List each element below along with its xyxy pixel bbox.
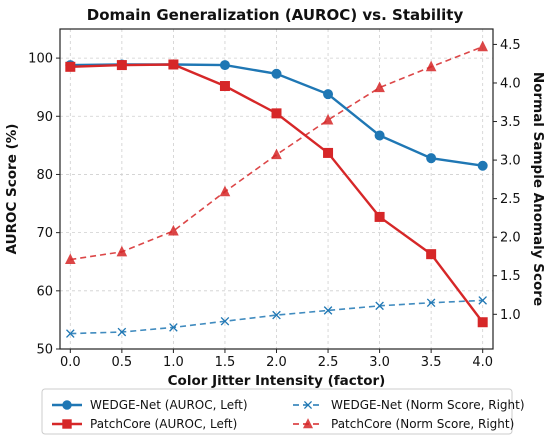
data-point [477, 317, 488, 328]
y-tick-label-left: 80 [36, 168, 53, 183]
y-tick-label-right: 1.0 [500, 308, 521, 323]
data-point [116, 245, 128, 257]
data-point [426, 249, 437, 260]
legend-label: WEDGE-Net (Norm Score, Right) [331, 398, 525, 412]
y-tick-label-left: 70 [36, 226, 53, 241]
data-point [374, 211, 385, 222]
axis-ticks: 0.0 0.5 1.0 1.5 2.0 2.5 3.0 3.5 4.0 50 60 70 80 90 100… [28, 38, 521, 370]
data-point [168, 59, 179, 70]
data-point [116, 60, 127, 71]
x-tick-label: 0.5 [112, 355, 133, 370]
y-tick-label-right: 4.0 [500, 76, 521, 91]
series-line [70, 299, 483, 335]
data-point [323, 89, 334, 100]
data-point [426, 153, 437, 164]
data-point [168, 224, 179, 236]
y-tick-label-right: 2.0 [500, 231, 521, 246]
data-point [271, 148, 282, 160]
x-tick-label: 2.0 [266, 355, 287, 370]
legend: WEDGE-Net (AUROC, Left) PatchCore (AUROC,… [41, 388, 525, 435]
legend-item: WEDGE-Net (AUROC, Left) [52, 398, 248, 412]
data-point [375, 301, 384, 311]
chart-title: Domain Generalization (AUROC) vs. Stabil… [87, 6, 464, 24]
x-tick-label: 3.0 [369, 355, 390, 370]
series-1 [65, 59, 488, 328]
y-axis-title-left: AUROC Score (%) [4, 124, 20, 255]
legend-item: PatchCore (Norm Score, Right) [293, 417, 514, 431]
data-point [65, 61, 76, 72]
y-tick-label-left: 50 [36, 343, 53, 358]
grid-lines [60, 29, 493, 350]
legend-label: PatchCore (Norm Score, Right) [331, 417, 514, 431]
data-point [272, 310, 281, 320]
data-point [219, 185, 231, 197]
data-point [271, 108, 282, 119]
data-point [426, 298, 436, 308]
data-point [322, 113, 334, 125]
legend-swatch-marker [302, 418, 314, 429]
x-tick-label: 1.5 [215, 355, 236, 370]
data-point [169, 323, 178, 332]
y-tick-label-right: 3.5 [500, 115, 521, 130]
data-point [425, 60, 437, 72]
legend-swatch-marker [303, 400, 313, 410]
x-axis-title: Color Jitter Intensity (factor) [168, 373, 386, 389]
data-point [323, 306, 333, 315]
x-tick-label: 3.5 [421, 355, 442, 370]
legend-frame [41, 388, 513, 435]
data-point [477, 160, 488, 171]
series-3 [65, 40, 488, 265]
x-tick-label: 0.0 [60, 355, 81, 370]
data-point [374, 81, 385, 93]
y-tick-label-left: 100 [28, 52, 53, 67]
y-tick-label-right: 1.5 [500, 269, 521, 284]
legend-swatch-marker [62, 400, 72, 410]
series-2 [66, 296, 487, 338]
data-point [117, 327, 127, 337]
x-tick-label: 2.5 [318, 355, 339, 370]
y-axis-title-right: Normal Sample Anomaly Score [530, 72, 546, 306]
data-point [66, 329, 75, 338]
series-line [70, 45, 483, 261]
data-point [65, 253, 76, 265]
y-tick-label-left: 60 [36, 284, 53, 299]
legend-label: WEDGE-Net (AUROC, Left) [90, 398, 248, 412]
series-layer [65, 40, 488, 338]
legend-item: WEDGE-Net (Norm Score, Right) [293, 398, 525, 412]
data-point [477, 40, 488, 52]
data-point [220, 316, 230, 326]
x-tick-label: 1.0 [163, 355, 184, 370]
data-point [478, 296, 487, 305]
data-point [374, 130, 385, 141]
y-tick-label-right: 4.5 [500, 38, 521, 53]
legend-swatch-marker [62, 419, 72, 429]
y-tick-label-left: 90 [36, 110, 53, 125]
data-point [219, 81, 230, 92]
y-tick-label-right: 3.0 [500, 154, 521, 169]
legend-label: PatchCore (AUROC, Left) [90, 417, 237, 431]
legend-item: PatchCore (AUROC, Left) [52, 417, 237, 431]
data-point [323, 147, 334, 158]
data-point [271, 68, 282, 79]
y-tick-label-right: 2.5 [500, 192, 521, 207]
data-point [219, 60, 230, 71]
x-tick-label: 4.0 [472, 355, 493, 370]
